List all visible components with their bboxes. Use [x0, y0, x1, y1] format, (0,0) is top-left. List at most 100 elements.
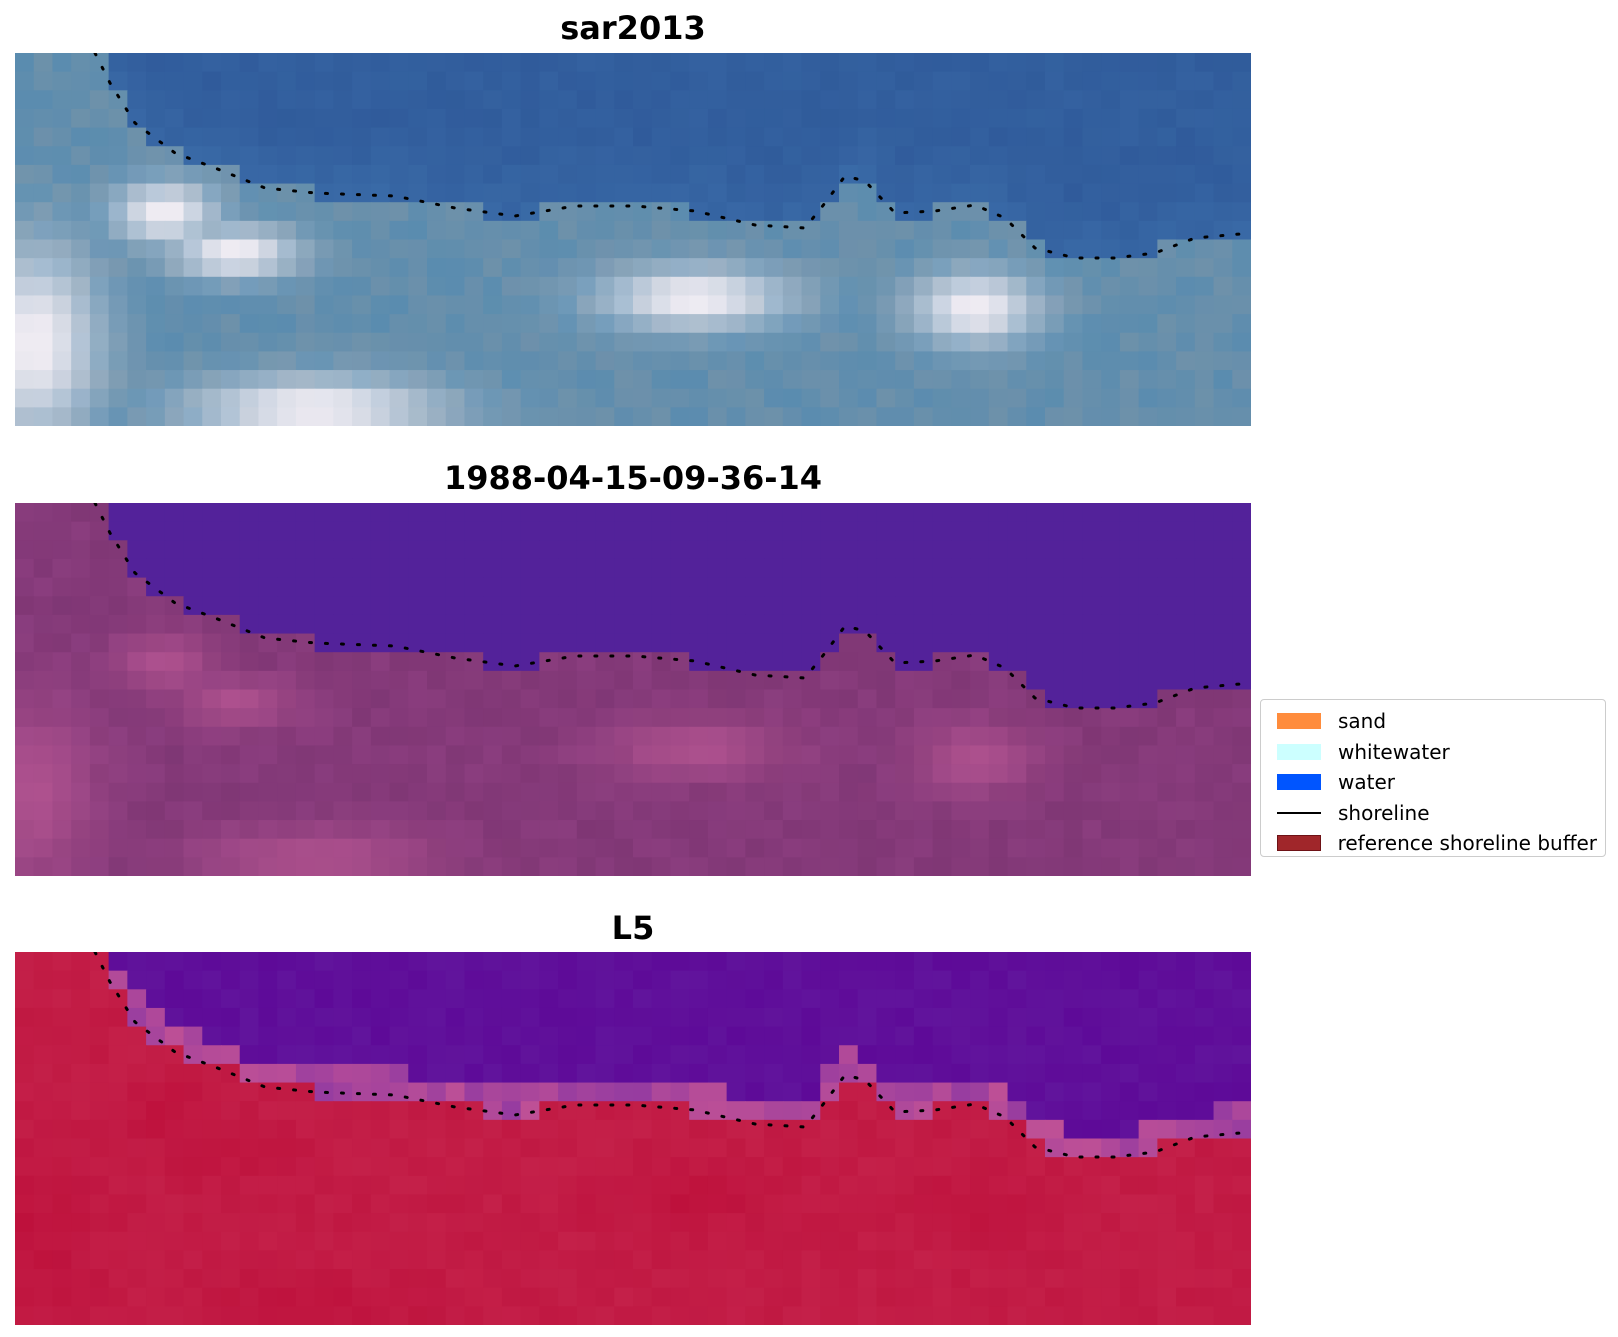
image-pixel — [857, 1287, 878, 1307]
image-pixel — [820, 670, 840, 691]
image-pixel — [1063, 614, 1084, 635]
image-pixel — [520, 90, 540, 110]
image-pixel — [1213, 633, 1233, 653]
image-pixel — [1119, 1213, 1140, 1233]
image-pixel — [520, 614, 540, 635]
image-pixel — [651, 239, 672, 259]
image-pixel — [970, 146, 990, 166]
image-pixel — [183, 1138, 203, 1158]
image-pixel — [576, 540, 597, 560]
image-pixel — [651, 53, 672, 73]
image-pixel — [801, 1157, 821, 1177]
image-pixel — [913, 108, 934, 129]
image-pixel — [1176, 1157, 1196, 1177]
legend-item-water: water — [1269, 767, 1597, 798]
image-pixel — [670, 820, 690, 840]
image-pixel — [857, 388, 878, 408]
image-pixel — [408, 764, 428, 784]
image-pixel — [221, 970, 241, 990]
image-pixel — [52, 53, 72, 73]
image-pixel — [127, 1157, 147, 1177]
image-pixel — [1194, 577, 1215, 597]
image-pixel — [839, 820, 859, 840]
image-pixel — [1176, 614, 1196, 635]
image-pixel — [651, 952, 672, 972]
image-pixel — [333, 1231, 353, 1251]
image-pixel — [146, 1287, 166, 1307]
image-pixel — [614, 314, 634, 334]
image-pixel — [71, 407, 91, 426]
image-pixel — [801, 633, 821, 653]
image-pixel — [71, 1045, 91, 1065]
image-pixel — [164, 577, 185, 597]
image-pixel — [595, 53, 615, 73]
image-pixel — [15, 503, 35, 523]
image-pixel — [370, 1063, 391, 1084]
image-pixel — [1138, 577, 1158, 597]
image-pixel — [857, 1138, 878, 1158]
image-pixel — [427, 220, 447, 241]
image-pixel — [464, 388, 484, 408]
image-pixel — [595, 1231, 615, 1251]
image-pixel — [707, 503, 728, 523]
image-pixel — [1063, 838, 1084, 858]
image-pixel — [801, 577, 821, 597]
image-pixel — [52, 164, 72, 185]
image-pixel — [408, 558, 428, 579]
image-pixel — [464, 633, 484, 653]
image-pixel — [146, 53, 166, 73]
image-pixel — [427, 53, 447, 73]
image-pixel — [1101, 1269, 1121, 1289]
image-pixel — [988, 351, 1009, 371]
image-pixel — [445, 1007, 466, 1028]
image-pixel — [651, 782, 672, 802]
image-pixel — [164, 90, 185, 110]
image-pixel — [464, 708, 484, 728]
image-pixel — [314, 332, 334, 352]
image-pixel — [1194, 90, 1215, 110]
image-pixel — [389, 782, 409, 802]
image-pixel — [427, 782, 447, 802]
image-pixel — [651, 857, 672, 876]
image-pixel — [183, 202, 203, 222]
image-pixel — [1101, 407, 1121, 426]
image-pixel — [146, 164, 166, 185]
legend: sand whitewater water shoreline referenc… — [1260, 699, 1606, 857]
image-pixel — [614, 332, 634, 352]
image-pixel — [333, 952, 353, 972]
image-pixel — [295, 820, 316, 840]
image-pixel — [1063, 351, 1084, 371]
image-pixel — [1232, 1063, 1251, 1084]
image-pixel — [389, 521, 409, 541]
image-pixel — [707, 71, 728, 91]
image-pixel — [1045, 1213, 1065, 1233]
image-pixel — [483, 1175, 503, 1196]
image-pixel — [295, 108, 316, 129]
image-pixel — [988, 1231, 1009, 1251]
image-pixel — [820, 614, 840, 635]
image-pixel — [146, 388, 166, 408]
image-pixel — [1026, 1250, 1046, 1270]
image-pixel — [839, 989, 859, 1009]
image-pixel — [1176, 407, 1196, 426]
image-pixel — [689, 90, 709, 110]
image-pixel — [108, 1175, 128, 1196]
image-pixel — [370, 801, 391, 821]
image-pixel — [951, 558, 971, 579]
image-pixel — [988, 1045, 1009, 1065]
image-pixel — [464, 202, 484, 222]
image-pixel — [1063, 521, 1084, 541]
image-pixel — [970, 633, 990, 653]
image-pixel — [970, 989, 990, 1009]
image-pixel — [1138, 1007, 1158, 1028]
image-pixel — [801, 1213, 821, 1233]
image-pixel — [1176, 1250, 1196, 1270]
image-pixel — [71, 1213, 91, 1233]
image-pixel — [1213, 146, 1233, 166]
image-pixel — [1119, 652, 1140, 672]
image-pixel — [352, 146, 372, 166]
image-pixel — [89, 745, 110, 765]
image-pixel — [707, 407, 728, 426]
image-pixel — [71, 577, 91, 597]
image-pixel — [633, 838, 653, 858]
